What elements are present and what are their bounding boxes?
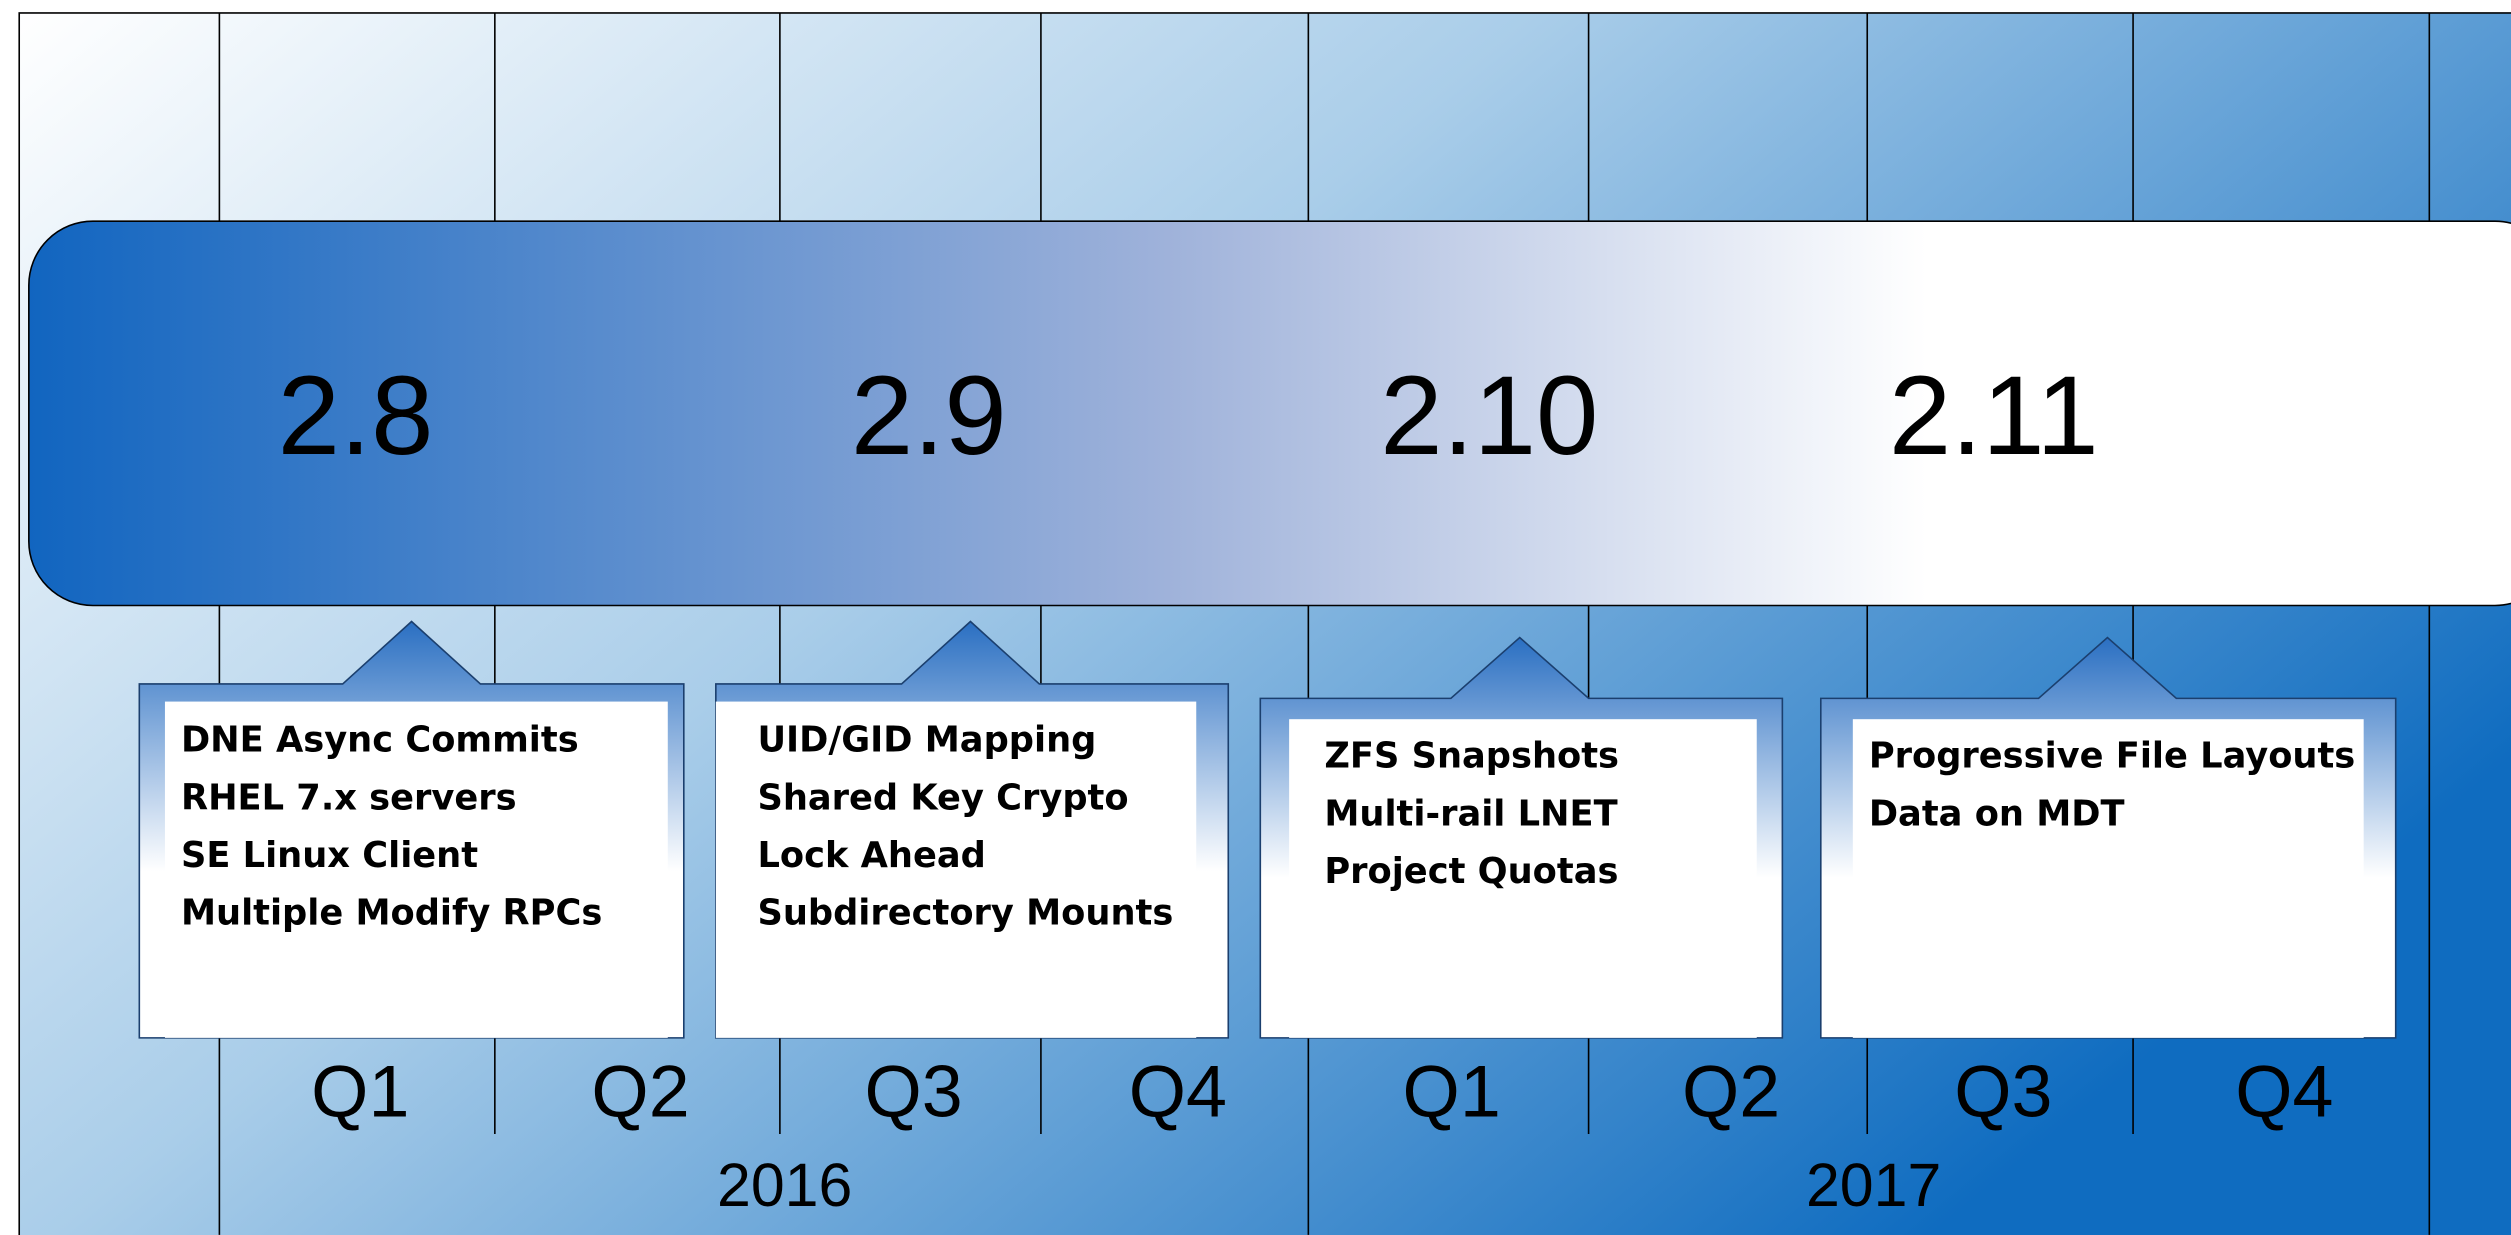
quarter-label: Q4 (2235, 1050, 2333, 1133)
version-band (28, 220, 2511, 607)
feature-item: RHEL 7.x servers (181, 777, 517, 818)
quarter-label: Q1 (311, 1050, 409, 1133)
year-label: 2016 (717, 1151, 852, 1219)
feature-item: Multi-rail LNET (1324, 793, 1617, 834)
feature-item: Data on MDT (1869, 793, 2125, 834)
feature-panel (1289, 719, 1757, 1038)
version-label: 2.11 (1889, 353, 2099, 478)
feature-item: UID/GID Mapping (757, 720, 1096, 761)
version-label: 2.8 (278, 353, 434, 478)
quarter-label: Q3 (864, 1050, 962, 1133)
feature-item: Multiple Modify RPCs (181, 893, 602, 934)
quarter-label: Q3 (1954, 1050, 2052, 1133)
year-label: 2017 (1806, 1151, 1941, 1219)
quarter-label: Q2 (591, 1050, 689, 1133)
feature-item: DNE Async Commits (181, 720, 579, 761)
feature-item: ZFS Snapshots (1324, 736, 1619, 777)
feature-item: Shared Key Crypto (757, 777, 1128, 818)
quarter-label: Q4 (1129, 1050, 1227, 1133)
feature-item: SE Linux Client (181, 835, 478, 876)
version-label: 2.10 (1380, 353, 1598, 478)
feature-panel (715, 701, 1197, 1038)
feature-item: Subdirectory Mounts (757, 893, 1173, 934)
quarter-label: Q1 (1403, 1050, 1501, 1133)
feature-panel (164, 701, 668, 1038)
version-label: 2.9 (851, 353, 1007, 478)
feature-item: Progressive File Layouts (1869, 736, 2355, 777)
feature-panel (1852, 719, 2364, 1038)
quarter-label: Q2 (1682, 1050, 1780, 1133)
feature-item: Lock Ahead (757, 835, 985, 876)
content: 2.8 DNE Async Commits RHEL 7.x servers SE L… (138, 353, 2397, 1219)
feature-item: Project Quotas (1324, 851, 1618, 892)
